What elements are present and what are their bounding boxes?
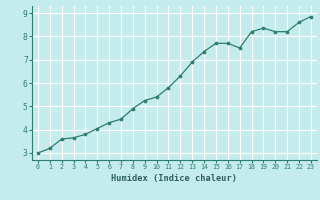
X-axis label: Humidex (Indice chaleur): Humidex (Indice chaleur)	[111, 174, 237, 183]
